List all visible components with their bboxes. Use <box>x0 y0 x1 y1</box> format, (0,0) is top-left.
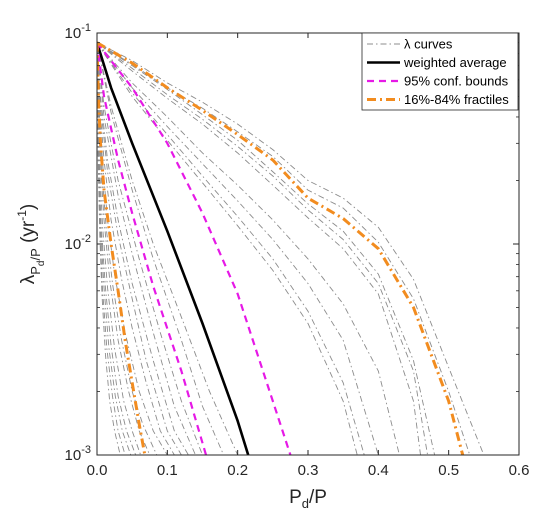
y-tick-label: 10-3 <box>65 444 91 464</box>
series-line-12 <box>97 42 365 455</box>
series-line-13 <box>97 42 358 455</box>
x-tick-label: 0.3 <box>298 462 319 479</box>
series-line-28 <box>97 42 121 455</box>
legend-label-1: weighted average <box>403 55 507 70</box>
x-tick-label: 0.5 <box>438 462 459 479</box>
series-line-19 <box>97 42 182 455</box>
x-tick-label: 0.2 <box>227 462 248 479</box>
series-line-24 <box>97 42 142 455</box>
y-axis-label: λPd/P (yr-1) <box>15 204 47 284</box>
series-line-2 <box>97 42 208 455</box>
axes: 0.0 0.1 0.2 0.3 0.4 0.5 0.6 10-3 10-2 10-1 <box>65 22 530 479</box>
legend: λ curves weighted average 95% conf. bounds… <box>361 32 519 111</box>
legend-label-0: λ curves <box>404 37 453 52</box>
series-line-1 <box>97 41 292 455</box>
series-line-20 <box>97 42 175 455</box>
series-line-26 <box>97 42 132 455</box>
series-line-15 <box>97 42 225 455</box>
series-line-16 <box>97 42 203 455</box>
series-line-9 <box>97 42 421 455</box>
x-tick-label: 0.6 <box>509 462 530 479</box>
legend-label-2: 95% conf. bounds <box>404 74 509 89</box>
plot-curves <box>97 41 485 455</box>
x-tick-label: 0.4 <box>368 462 389 479</box>
y-tick-label: 10-1 <box>65 22 91 42</box>
series-line-21 <box>97 42 168 455</box>
y-tick-label: 10-2 <box>65 233 91 253</box>
series-line-22 <box>97 42 158 455</box>
legend-label-3: 16%-84% fractiles <box>404 92 509 107</box>
series-line-0 <box>97 42 250 455</box>
series-line-10 <box>97 42 400 455</box>
series-line-8 <box>97 42 429 455</box>
series-line-14 <box>97 42 239 455</box>
series-line-7 <box>97 42 436 455</box>
series-line-4 <box>97 42 147 455</box>
series-line-11 <box>97 42 379 455</box>
series-line-3 <box>97 41 465 455</box>
x-tick-label: 0.1 <box>157 462 178 479</box>
legend-box <box>361 32 519 111</box>
series-line-5 <box>97 42 485 455</box>
x-tick-label: 0.0 <box>87 462 108 479</box>
x-axis-label: Pd/P <box>289 487 327 511</box>
